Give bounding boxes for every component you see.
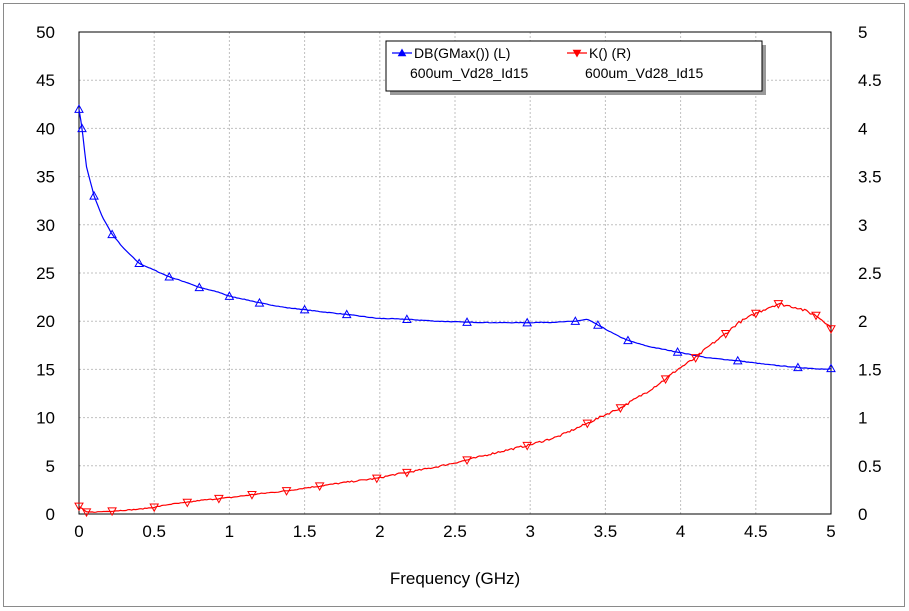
legend: DB(GMax()) (L) 600um_Vd28_Id15 K() (R) 600u… [385,40,766,95]
y-left-tick-label: 0 [46,505,55,524]
series-layer [74,104,836,518]
y-right-tick-label: 4.5 [858,71,882,90]
y-left-tick-label: 45 [36,71,55,90]
series-line-1 [78,109,832,370]
data-point-marker [570,316,581,325]
data-point-marker [732,355,743,365]
y-left-tick-label: 5 [46,457,55,476]
y-left-tick-label: 20 [36,312,55,331]
data-point-marker [81,508,92,518]
data-point-marker [371,474,382,484]
data-point-marker [660,375,671,385]
data-point-marker [773,300,784,309]
data-point-marker [672,347,683,356]
y-right-tick-label: 4 [858,119,867,138]
x-tick-label: 4.5 [744,522,768,541]
data-point-marker [214,494,224,504]
data-point-marker [77,123,87,133]
y-left-tick-label: 35 [36,168,55,187]
legend-series-sublabel: 600um_Vd28_Id15 [585,65,704,81]
data-point-marker [314,482,325,492]
data-point-marker [182,498,193,508]
x-tick-label: 4 [676,522,685,541]
data-point-marker [720,330,731,339]
y-left-tick-label: 25 [36,264,55,283]
data-point-marker [107,229,117,239]
y-right-tick-label: 3 [858,216,867,235]
y-right-tick-label: 2 [858,312,867,331]
x-tick-label: 0.5 [142,522,166,541]
legend-swatch-marker [572,49,582,58]
x-tick-label: 3 [525,522,534,541]
x-tick-label: 1 [225,522,234,541]
y-right-tick-label: 1.5 [858,360,882,379]
x-tick-label: 2.5 [443,522,467,541]
y-right-tick-label: 1 [858,409,867,428]
data-point-marker [522,441,533,451]
x-tick-label: 5 [826,522,835,541]
plot-area-border [78,31,832,515]
y-left-tick-labels: 0 5 10 15 20 25 30 35 40 45 50 [36,23,55,524]
y-left-tick-label: 30 [36,216,55,235]
y-left-tick-label: 10 [36,409,55,428]
y-right-tick-labels: 0 0.5 1 1.5 2 2.5 3 3.5 4 4.5 5 [858,23,882,524]
data-point-marker [299,304,310,314]
data-point-marker [593,320,603,329]
legend-box [385,40,763,92]
x-axis-label: Frequency (GHz) [390,569,520,588]
data-point-marker [134,258,145,268]
data-point-marker [623,335,633,345]
x-tick-label: 1.5 [293,522,317,541]
chart-frame [3,3,905,607]
x-tick-labels: 0 0.5 1 1.5 2 2.5 3 3.5 4 4.5 5 [74,522,835,541]
x-tick-label: 2 [375,522,384,541]
legend-series-sublabel: 600um_Vd28_Id15 [410,65,529,81]
data-point-marker [402,314,412,323]
legend-items: DB(GMax()) (L) 600um_Vd28_Id15 K() (R) 600u… [392,45,704,81]
y-right-tick-label: 2.5 [858,264,882,283]
data-point-marker [254,297,265,307]
data-point-marker [826,363,836,373]
legend-series-name: K() (R) [589,45,631,61]
data-point-marker [164,271,175,281]
data-point-marker [149,503,160,513]
y-right-tick-label: 0 [858,505,867,524]
data-point-marker [74,502,84,512]
data-point-marker [522,317,533,327]
y-left-tick-label: 40 [36,119,55,138]
data-point-marker [462,456,472,466]
legend-swatch-marker [397,48,407,57]
data-point-marker [793,362,803,372]
data-point-marker [615,404,626,413]
x-tick-label: 0 [74,522,83,541]
data-point-marker [194,282,205,292]
data-point-marker [74,104,84,113]
data-point-marker [462,317,472,326]
data-point-marker [811,311,821,321]
legend-series-name: DB(GMax()) (L) [414,45,510,61]
data-point-marker [690,354,701,363]
data-point-marker [281,487,292,496]
y-right-tick-label: 3.5 [858,168,882,187]
data-point-marker [341,309,352,319]
data-point-marker [224,291,235,300]
data-point-marker [247,491,257,500]
y-left-tick-label: 15 [36,360,55,379]
grid [79,32,831,514]
x-tick-label: 3.5 [594,522,618,541]
data-point-marker [402,468,412,478]
data-point-marker [750,309,761,319]
data-point-marker [89,190,99,200]
y-right-tick-label: 5 [858,23,867,42]
data-point-marker [582,419,593,429]
data-point-marker [107,507,117,517]
y-right-tick-label: 0.5 [858,457,882,476]
y-left-tick-label: 50 [36,23,55,42]
data-point-marker [826,325,836,334]
series-line-2 [78,302,832,513]
